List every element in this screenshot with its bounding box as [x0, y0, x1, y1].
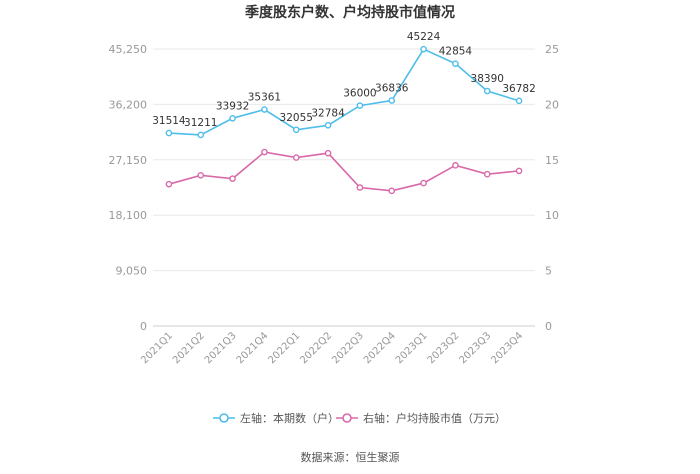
- data-point-left: [292, 126, 300, 134]
- left-tick-label: 45,250: [109, 43, 148, 56]
- legend-marker-right: [342, 413, 352, 423]
- x-tick-label: 2022Q2: [298, 330, 334, 366]
- data-label: 36000: [343, 88, 376, 100]
- legend-label-left: 左轴：本期数（户）: [240, 411, 339, 425]
- data-point-left: [324, 122, 332, 129]
- data-point-right: [388, 187, 396, 195]
- right-tick-label: 15: [545, 154, 559, 167]
- data-label: 35361: [248, 92, 281, 104]
- right-tick-label: 5: [545, 265, 552, 278]
- data-point-right: [165, 180, 173, 188]
- left-tick-label: 36,200: [109, 98, 148, 111]
- data-point-left: [483, 87, 491, 95]
- left-tick-label: 27,150: [109, 154, 148, 167]
- x-tick-label: 2021Q3: [203, 330, 239, 366]
- data-point-left: [356, 102, 364, 109]
- data-label: 38390: [471, 73, 504, 85]
- x-tick-label: 2022Q1: [267, 330, 303, 366]
- data-label: 32055: [280, 112, 313, 124]
- legend-label-right: 右轴：户均持股市值（万元）: [363, 411, 506, 425]
- left-tick-label: 0: [140, 320, 147, 333]
- right-tick-label: 10: [545, 209, 559, 222]
- x-tick-label: 2023Q4: [489, 330, 525, 366]
- data-point-left: [261, 106, 268, 113]
- x-tick-label: 2023Q1: [394, 330, 430, 366]
- x-tick-label: 2023Q2: [426, 330, 462, 366]
- right-tick-label: 20: [545, 98, 559, 111]
- left-tick-label: 9,050: [116, 265, 148, 278]
- data-label: 36782: [502, 83, 535, 95]
- data-point-left: [197, 131, 205, 139]
- x-tick-label: 2021Q1: [139, 330, 175, 366]
- data-point-right: [324, 149, 332, 157]
- data-point-left: [388, 97, 396, 104]
- left-tick-label: 18,100: [109, 209, 148, 222]
- x-tick-label: 2023Q3: [458, 330, 494, 366]
- data-label: 45224: [407, 31, 441, 43]
- chart-title: 季度股东户数、户均持股市值情况: [245, 5, 455, 21]
- data-point-left: [165, 129, 173, 137]
- data-point-right: [420, 179, 427, 187]
- data-point-right: [356, 184, 364, 191]
- data-point-right: [292, 154, 300, 161]
- series-line-right: [168, 151, 520, 192]
- data-point-left: [452, 60, 459, 67]
- x-tick-label: 2021Q2: [171, 330, 207, 366]
- data-point-right: [515, 167, 523, 175]
- right-tick-label: 25: [545, 43, 559, 56]
- x-tick-label: 2022Q3: [330, 330, 366, 366]
- data-label: 33932: [216, 100, 249, 112]
- data-point-left: [515, 97, 523, 105]
- data-point-left: [420, 45, 427, 53]
- x-tick-label: 2022Q4: [362, 330, 398, 366]
- data-point-right: [229, 175, 236, 182]
- series-line-left: [168, 48, 520, 136]
- data-label: 31211: [184, 117, 217, 129]
- data-point-right: [197, 172, 205, 179]
- data-label: 36836: [375, 83, 409, 95]
- right-tick-label: 0: [545, 320, 552, 333]
- data-label: 42854: [439, 46, 473, 58]
- data-label: 32784: [311, 107, 345, 119]
- x-tick-label: 2021Q4: [235, 330, 271, 366]
- data-point-right: [452, 162, 459, 169]
- legend-marker-left: [219, 413, 229, 423]
- data-point-right: [261, 148, 268, 156]
- data-label: 31514: [152, 115, 186, 127]
- data-point-left: [229, 114, 236, 122]
- data-source: 数据来源：恒生聚源: [300, 451, 400, 464]
- data-point-right: [483, 170, 491, 178]
